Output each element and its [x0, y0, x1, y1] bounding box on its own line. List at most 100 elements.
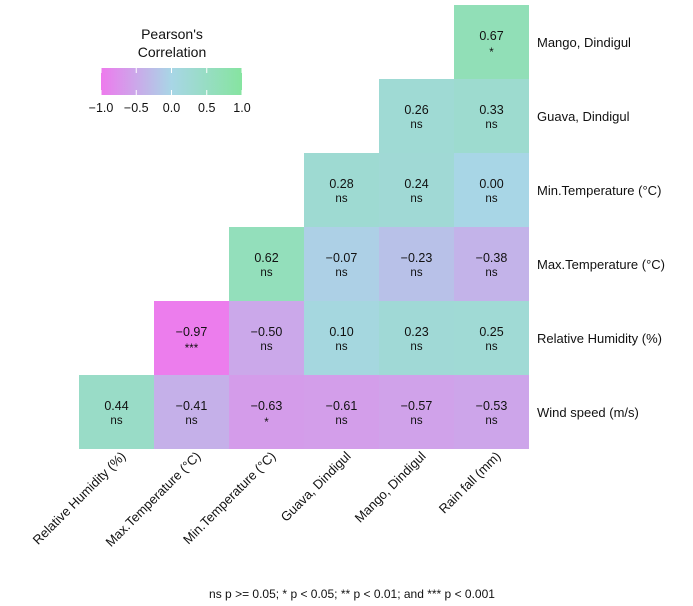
heatmap-cell: −0.07 ns	[304, 227, 379, 301]
cell-rect	[379, 301, 454, 375]
cell-significance: ns	[485, 119, 497, 131]
row-label: Min.Temperature (°C)	[537, 183, 661, 198]
cell-significance: ns	[485, 415, 497, 427]
cell-rect	[454, 227, 529, 301]
cell-rect	[79, 375, 154, 449]
cell-rect	[229, 227, 304, 301]
cell-rect	[154, 375, 229, 449]
legend-tick-label: 0.0	[163, 101, 180, 115]
cell-value: 0.67	[479, 29, 503, 43]
cell-significance: ns	[410, 119, 422, 131]
legend-title-line1: Pearson's	[141, 26, 203, 42]
legend-tick-label: 0.5	[198, 101, 215, 115]
row-label: Max.Temperature (°C)	[537, 257, 665, 272]
heatmap-cell: −0.53 ns	[454, 375, 529, 449]
cell-significance: ns	[260, 267, 272, 279]
cell-value: −0.41	[176, 399, 208, 413]
cell-value: 0.24	[404, 177, 428, 191]
cell-significance: ns	[335, 267, 347, 279]
cell-significance: ns	[335, 193, 347, 205]
cell-value: 0.25	[479, 325, 503, 339]
legend: Pearson's Correlation −1.0 −0.5 0.0 0.5 1.0	[89, 26, 251, 115]
cell-significance: ns	[260, 341, 272, 353]
cell-rect	[454, 153, 529, 227]
cell-rect	[304, 227, 379, 301]
cell-significance: ns	[410, 415, 422, 427]
heatmap-cell: −0.57 ns	[379, 375, 454, 449]
cell-rect	[304, 153, 379, 227]
cell-significance: ns	[410, 267, 422, 279]
legend-tick-label: −1.0	[89, 101, 114, 115]
column-label: Guava, Dindigul	[278, 448, 354, 524]
cell-rect	[304, 301, 379, 375]
footnote: ns p >= 0.05; * p < 0.05; ** p < 0.01; a…	[209, 587, 495, 601]
cell-significance: ns	[335, 341, 347, 353]
heatmap-cell: 0.28 ns	[304, 153, 379, 227]
heatmap-cell: −0.63 *	[229, 375, 304, 449]
cell-rect	[454, 5, 529, 79]
cell-value: 0.26	[404, 103, 428, 117]
heatmap-cell: 0.24 ns	[379, 153, 454, 227]
cell-value: −0.53	[476, 399, 508, 413]
cell-value: −0.23	[401, 251, 433, 265]
cell-value: −0.57	[401, 399, 433, 413]
row-label: Guava, Dindigul	[537, 109, 630, 124]
cell-significance: ns	[110, 415, 122, 427]
heatmap-cell: −0.97 ***	[154, 301, 229, 375]
heatmap-cell: 0.23 ns	[379, 301, 454, 375]
cell-significance: *	[264, 417, 269, 429]
column-label: Rain fall (mm)	[436, 449, 504, 517]
cell-rect	[154, 301, 229, 375]
legend-title-line2: Correlation	[138, 44, 206, 60]
heatmap-cell: −0.41 ns	[154, 375, 229, 449]
cell-value: 0.28	[329, 177, 353, 191]
cell-value: −0.38	[476, 251, 508, 265]
heatmap-cell: −0.38 ns	[454, 227, 529, 301]
heatmap-cell: −0.50 ns	[229, 301, 304, 375]
heatmap-cell: 0.00 ns	[454, 153, 529, 227]
row-label: Relative Humidity (%)	[537, 331, 662, 346]
cell-significance: ns	[410, 341, 422, 353]
heatmap-cell: 0.33 ns	[454, 79, 529, 153]
heatmap-cell: 0.10 ns	[304, 301, 379, 375]
cell-rect	[379, 375, 454, 449]
cell-significance: ns	[185, 415, 197, 427]
cell-value: 0.44	[104, 399, 128, 413]
heatmap-cell: 0.25 ns	[454, 301, 529, 375]
cell-significance: ns	[485, 341, 497, 353]
heatmap-cell: 0.67 *	[454, 5, 529, 79]
row-label: Mango, Dindigul	[537, 35, 631, 50]
cell-rect	[304, 375, 379, 449]
cell-value: 0.00	[479, 177, 503, 191]
cell-value: −0.61	[326, 399, 358, 413]
cell-value: 0.62	[254, 251, 278, 265]
cell-rect	[379, 153, 454, 227]
cell-value: 0.23	[404, 325, 428, 339]
cell-rect	[229, 301, 304, 375]
heatmap-cell: −0.61 ns	[304, 375, 379, 449]
heatmap-cell: 0.62 ns	[229, 227, 304, 301]
cell-significance: *	[489, 47, 494, 59]
cell-significance: ***	[185, 343, 199, 355]
cell-value: −0.07	[326, 251, 358, 265]
cell-value: −0.63	[251, 399, 283, 413]
cell-significance: ns	[485, 193, 497, 205]
cell-rect	[454, 79, 529, 153]
row-label: Wind speed (m/s)	[537, 405, 639, 420]
cell-rect	[379, 227, 454, 301]
heatmap-cell: −0.23 ns	[379, 227, 454, 301]
legend-tick-label: 1.0	[233, 101, 250, 115]
cell-significance: ns	[410, 193, 422, 205]
cell-value: −0.50	[251, 325, 283, 339]
cell-value: 0.33	[479, 103, 503, 117]
cell-value: 0.10	[329, 325, 353, 339]
cell-value: −0.97	[176, 325, 208, 339]
heatmap-cell: 0.26 ns	[379, 79, 454, 153]
column-label: Mango, Dindigul	[352, 448, 429, 525]
cell-rect	[454, 375, 529, 449]
legend-tick-label: −0.5	[124, 101, 149, 115]
cell-rect	[379, 79, 454, 153]
cell-rect	[229, 375, 304, 449]
heatmap-cell: 0.44 ns	[79, 375, 154, 449]
